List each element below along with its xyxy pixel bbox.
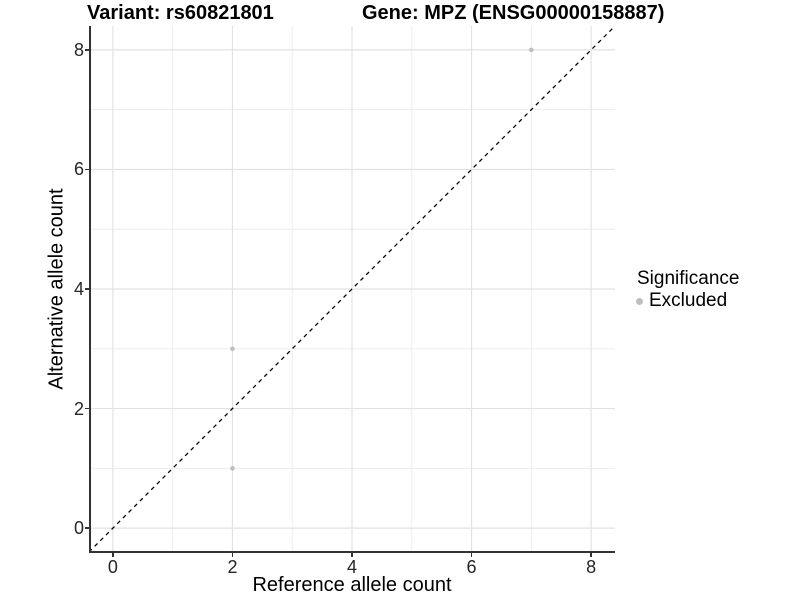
x-tick-mark bbox=[470, 553, 473, 557]
data-point bbox=[230, 346, 235, 352]
y-tick-mark bbox=[85, 407, 89, 410]
legend-point-icon bbox=[636, 297, 643, 305]
legend-item-label: Excluded bbox=[649, 290, 728, 311]
y-tick-mark bbox=[85, 527, 89, 529]
legend-title: Significance bbox=[637, 268, 740, 289]
data-point bbox=[230, 466, 235, 471]
legend-items: Excluded bbox=[630, 290, 739, 312]
x-tick-label: 2 bbox=[227, 557, 238, 577]
x-tick-mark bbox=[112, 553, 114, 557]
identity-line bbox=[89, 26, 615, 553]
x-tick-label: 0 bbox=[107, 557, 118, 577]
x-tick-label: 4 bbox=[346, 557, 358, 577]
y-tick-label: 8 bbox=[73, 39, 84, 60]
x-tick-label: 6 bbox=[466, 557, 477, 577]
x-tick-mark bbox=[231, 553, 234, 557]
y-tick-mark bbox=[85, 49, 89, 51]
plot-panel bbox=[89, 26, 615, 553]
variant-title: Variant: rs60821801 bbox=[87, 2, 274, 24]
y-tick-label: 6 bbox=[73, 159, 84, 180]
x-tick-mark bbox=[351, 553, 353, 557]
y-tick-mark bbox=[85, 288, 89, 290]
y-axis-title: Alternative allele count bbox=[45, 188, 68, 390]
legend-item: Excluded bbox=[630, 290, 739, 312]
y-tick-label: 4 bbox=[73, 279, 84, 299]
gene-title: Gene: MPZ (ENSG00000158887) bbox=[362, 2, 665, 24]
y-tick-mark bbox=[85, 168, 89, 171]
legend: Significance Excluded bbox=[630, 268, 739, 312]
y-tick-label: 0 bbox=[73, 518, 84, 539]
data-point bbox=[529, 47, 534, 53]
y-tick-label: 2 bbox=[73, 398, 84, 419]
plot-canvas bbox=[89, 26, 615, 553]
x-axis-title: Reference allele count bbox=[252, 574, 452, 596]
x-tick-mark bbox=[590, 553, 592, 557]
x-tick-label: 8 bbox=[586, 557, 597, 577]
